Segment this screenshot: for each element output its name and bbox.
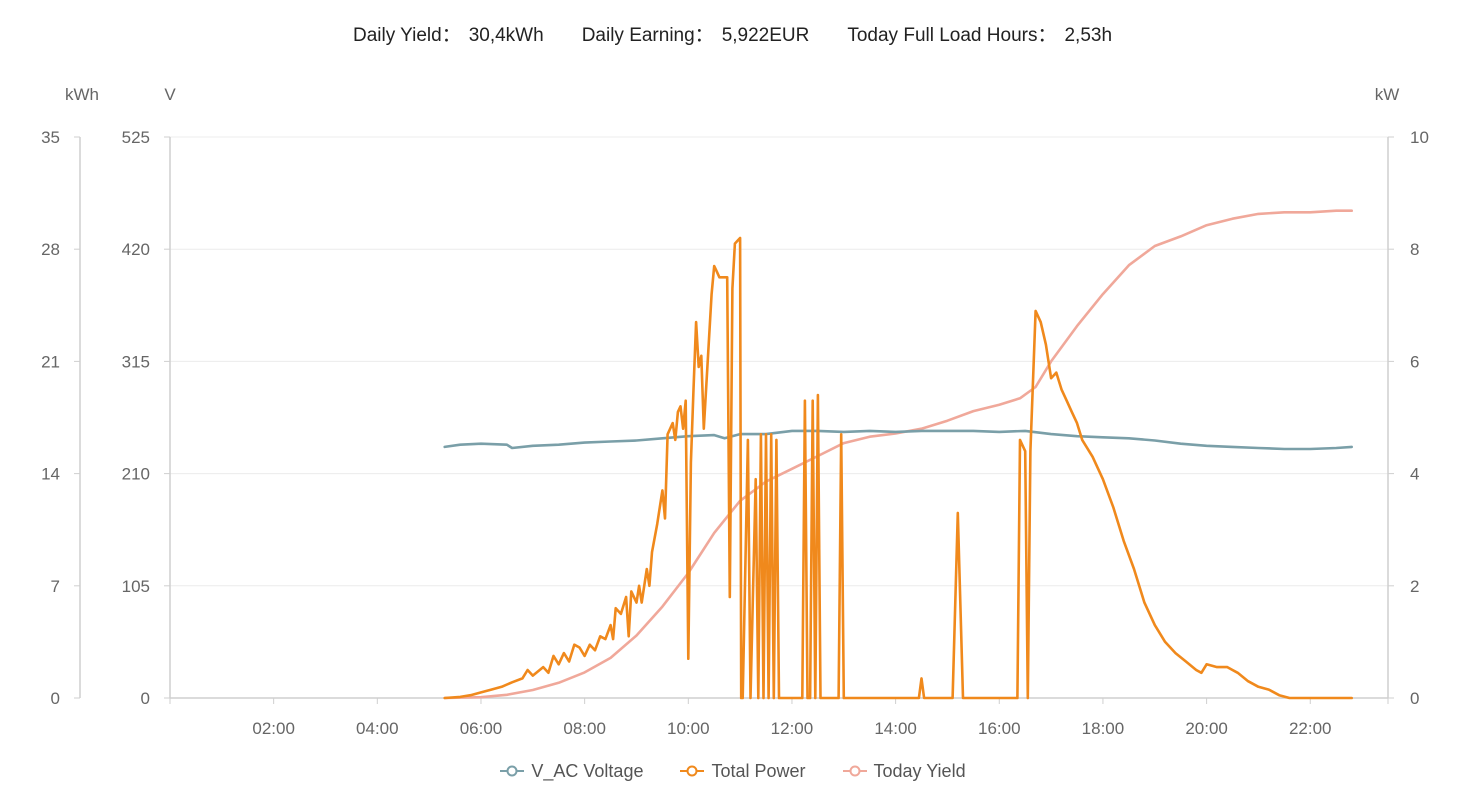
kwh-tick-label: 7 [51,577,60,596]
kw-tick-label: 2 [1410,577,1419,596]
today-yield-series-line[interactable] [443,209,1353,700]
legend-circle [686,765,698,777]
legend-line-circle-icon [500,765,525,777]
x-tick-label: 18:00 [1082,719,1125,738]
kw-tick-label: 8 [1410,240,1419,259]
kw-tick-label: 0 [1410,689,1419,708]
daily-yield-label: Daily Yield： [352,25,461,46]
x-tick-label: 14:00 [874,719,917,738]
legend-label: Total Power [711,760,806,781]
x-tick-label: 06:00 [460,719,503,738]
daily-earning-stat: Daily Earning： 5,922EUR [582,20,810,50]
kw-tick-label: 4 [1410,465,1419,484]
x-tick-label: 10:00 [667,719,710,738]
v-tick-label: 420 [122,240,150,259]
v-tick-label: 315 [122,352,150,371]
legend-label: V_AC Voltage [531,760,644,781]
v-tick-label: 0 [141,689,150,708]
kwh-unit-label: kWh [65,85,99,104]
legend-circle [849,765,861,777]
kwh-tick-label: 21 [41,352,60,371]
total-power-series-line[interactable] [443,236,1353,700]
kwh-tick-label: 28 [41,240,60,259]
kw-tick-label: 6 [1410,352,1419,371]
chart-legend: V_AC Voltage Total Power Today Yield [0,757,1465,785]
daily-yield-stat: Daily Yield： 30,4kWh [353,20,544,50]
axes: 0 7 14 21 28 35 kWh 0 105 210 315 420 525 V 0 2 4 6 8 10 kW 0… [41,85,1429,738]
kw-tick-label: 10 [1410,128,1429,147]
kwh-tick-label: 35 [41,128,60,147]
x-tick-label: 12:00 [771,719,814,738]
v-tick-label: 210 [122,465,150,484]
x-tick-label: 16:00 [978,719,1021,738]
full-load-hours-value: 2,53h [1064,25,1113,46]
daily-earning-value: 5,922EUR [721,25,810,46]
legend-line-circle-icon [842,765,867,777]
v-tick-label: 105 [122,577,150,596]
kwh-tick-label: 14 [41,465,60,484]
x-tick-label: 22:00 [1289,719,1332,738]
v-unit-label: V [164,85,176,104]
daily-earning-label: Daily Earning： [581,25,714,46]
legend-label: Today Yield [873,760,966,781]
daily-summary: Daily Yield： 30,4kWh Daily Earning： 5,922E… [0,20,1465,50]
legend-circle [506,765,518,777]
v-ac-voltage-series-line[interactable] [443,429,1353,451]
x-tick-label: 04:00 [356,719,399,738]
legend-item-total-power[interactable]: Total Power [679,757,806,785]
x-tick-label: 02:00 [252,719,295,738]
legend-line-circle-icon [680,765,705,777]
series-lines[interactable] [443,209,1353,700]
grid-lines [170,136,1388,587]
full-load-hours-stat: Today Full Load Hours： 2,53h [847,20,1112,50]
x-tick-label: 08:00 [563,719,606,738]
legend-item-today-yield[interactable]: Today Yield [842,757,966,785]
daily-yield-value: 30,4kWh [468,25,544,46]
v-tick-label: 525 [122,128,150,147]
x-tick-label: 20:00 [1185,719,1228,738]
kw-unit-label: kW [1375,85,1400,104]
legend-item-v-ac-voltage[interactable]: V_AC Voltage [499,757,643,785]
kwh-tick-label: 0 [51,689,60,708]
full-load-hours-label: Today Full Load Hours： [847,25,1057,46]
